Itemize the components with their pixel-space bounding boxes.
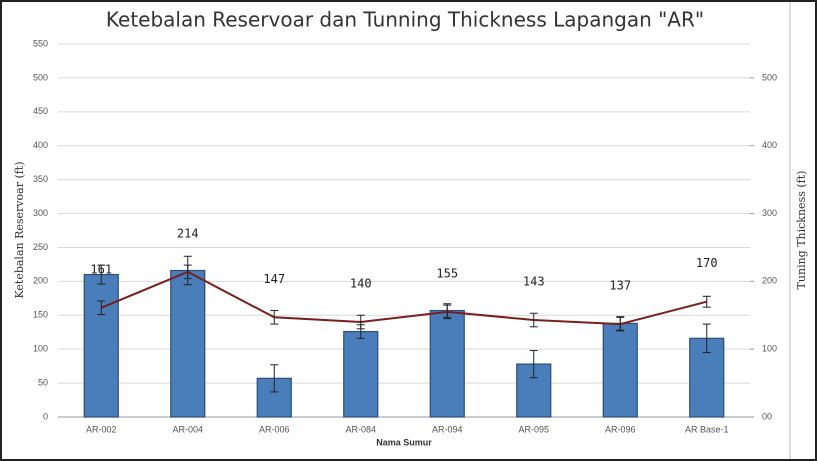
data-label: 155 (436, 266, 458, 280)
bar (429, 309, 465, 418)
data-label: 147 (263, 272, 285, 286)
y2-tick-label: 300 (762, 208, 777, 218)
data-label: 137 (609, 279, 631, 293)
x-tick-label: AR Base-1 (685, 424, 729, 434)
y-tick-label: 200 (33, 276, 48, 286)
y-tick-label: 400 (33, 140, 48, 150)
y-axis-label: Ketebalan Reservoar (ft) (13, 161, 26, 298)
x-tick-label: AR-095 (518, 424, 549, 434)
bar (689, 337, 725, 418)
y-tick-label: 250 (33, 242, 48, 252)
x-tick-label: AR-084 (345, 424, 376, 434)
data-label: 161 (90, 262, 112, 276)
y2-tick-label: 500 (762, 72, 777, 82)
data-label: 140 (350, 277, 372, 291)
y-tick-label: 300 (33, 208, 48, 218)
y2-axis-label: Tuning Thickness (ft) (795, 171, 808, 290)
y-tick-label: 350 (33, 174, 48, 184)
chart-title: Ketebalan Reservoar dan Tunning Thicknes… (106, 8, 704, 32)
x-tick-label: AR-002 (86, 424, 117, 434)
x-tick-label: AR-096 (605, 424, 636, 434)
data-label: 170 (696, 256, 718, 270)
x-tick-label: AR-006 (259, 424, 290, 434)
data-label: 214 (177, 226, 199, 240)
x-tick-label: AR-094 (432, 424, 463, 434)
bar (83, 273, 119, 418)
data-label: 143 (523, 275, 545, 289)
bar (170, 269, 206, 418)
y-tick-label: 500 (33, 72, 48, 82)
y2-tick-label: 200 (762, 276, 777, 286)
bar (602, 322, 638, 418)
y-tick-label: 550 (33, 38, 48, 48)
y-tick-label: 50 (38, 377, 48, 387)
x-tick-label: AR-004 (172, 424, 203, 434)
y-tick-label: 100 (33, 344, 48, 354)
y2-tick-label: 400 (762, 140, 777, 150)
y2-tick-label: 100 (762, 344, 777, 354)
y-tick-label: 150 (33, 310, 48, 320)
bar (343, 330, 379, 418)
y-tick-label: 0 (43, 411, 48, 421)
line (100, 270, 708, 326)
y-tick-label: 450 (33, 106, 48, 116)
x-axis-label: Nama Sumur (376, 437, 432, 447)
y2-tick-label: 00 (762, 411, 772, 421)
